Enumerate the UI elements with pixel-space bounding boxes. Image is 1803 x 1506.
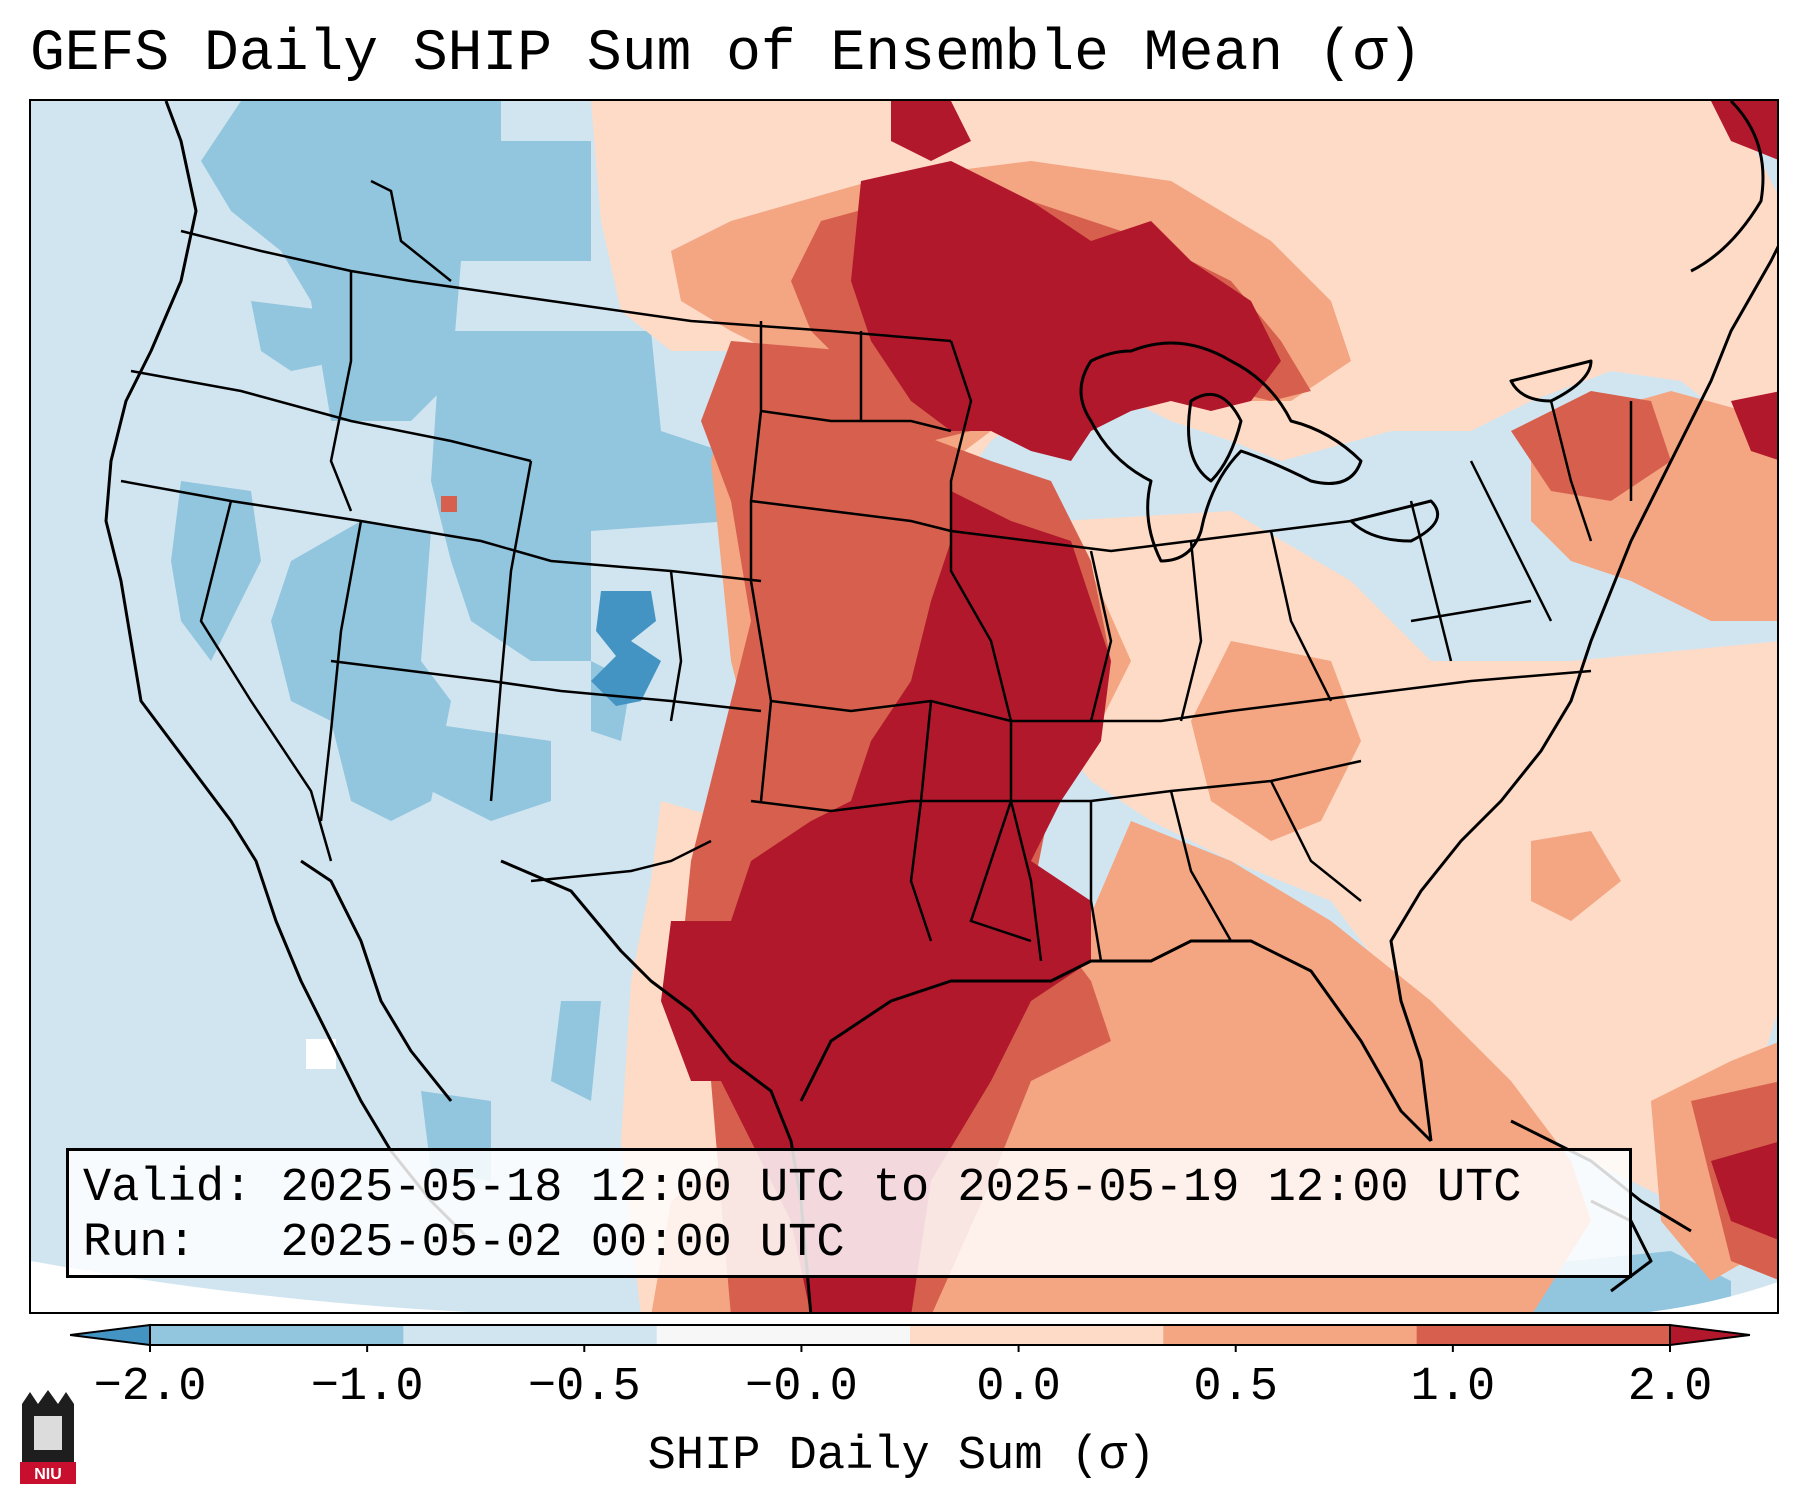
colorbar-outline [149,1324,1671,1346]
colorbar-label: SHIP Daily Sum (σ) [647,1430,1156,1483]
run-label: Run: [83,1217,196,1270]
valid-line: Valid: 2025-05-18 12:00 UTC to 2025-05-1… [83,1161,1615,1216]
logo-banner [20,1462,76,1484]
valid-label: Valid: [83,1162,253,1215]
colorbar-tick-label: −2.0 [93,1361,207,1414]
colorbar-tick-label: −0.5 [527,1361,641,1414]
valid-value: 2025-05-18 12:00 UTC to 2025-05-19 12:00… [280,1162,1522,1215]
colorbar-extend-max [1669,1323,1750,1347]
run-line: Run: 2025-05-02 00:00 UTC [83,1216,1615,1271]
run-value: 2025-05-02 00:00 UTC [280,1217,845,1270]
state-boundaries [120,179,1633,962]
colorbar-segment [1416,1325,1671,1345]
niu-logo: NIU [20,1390,76,1484]
colorbar-tick-label: 2.0 [1627,1361,1713,1414]
colorbar-segment [656,1325,911,1345]
colorbar-segments [70,1323,1750,1352]
chart-title: GEFS Daily SHIP Sum of Ensemble Mean (σ) [30,22,1423,87]
map-canvas [31,101,1777,1312]
colorbar-tick-label: −0.0 [745,1361,858,1414]
colorbar-extend-min [70,1323,151,1347]
colorbar-tick-label: 0.5 [1193,1361,1279,1414]
validity-info-box: Valid: 2025-05-18 12:00 UTC to 2025-05-1… [66,1148,1632,1278]
colorbar-tick-label: −1.0 [310,1361,424,1414]
projection-edge-left [31,1261,470,1312]
colorbar [70,1323,1750,1352]
projection-edge-right [1648,1282,1777,1312]
colorbar-segment [910,1325,1164,1345]
isolated-positive-pixel [441,496,457,512]
logo-towers [22,1390,74,1404]
colorbar-segment [1163,1325,1418,1345]
map-panel [29,99,1779,1314]
colorbar-tick-label: 0.0 [976,1361,1061,1414]
logo-window [34,1416,62,1450]
colorbar-segment [403,1325,658,1345]
strong-negative-patch [591,591,661,706]
logo-text: NIU [34,1466,62,1483]
colorbar-tick-label: 1.0 [1410,1361,1496,1414]
colorbar-segment [150,1325,404,1345]
